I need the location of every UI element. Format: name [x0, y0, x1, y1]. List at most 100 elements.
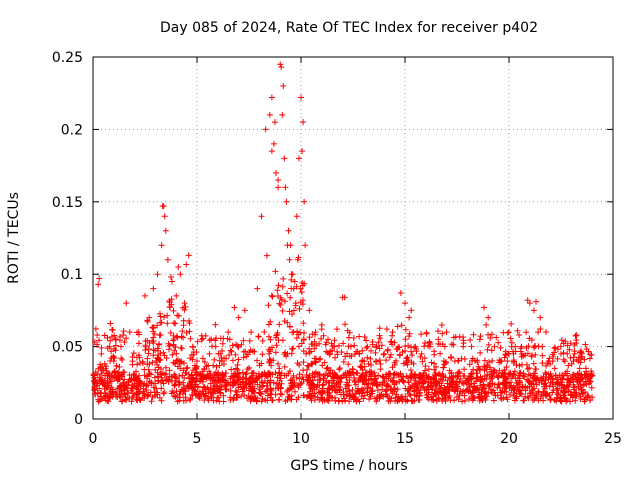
noise-point [513, 362, 520, 369]
noise-point [188, 372, 195, 379]
noise-point [169, 351, 176, 358]
data-point [241, 307, 248, 314]
noise-point [500, 329, 507, 336]
noise-point [530, 370, 537, 377]
noise-point [290, 345, 297, 352]
noise-point [107, 337, 114, 344]
noise-point [275, 360, 282, 367]
noise-point [219, 376, 226, 383]
x-axis-title: GPS time / hours [290, 458, 407, 474]
noise-point [162, 364, 169, 371]
noise-point [407, 367, 414, 374]
noise-point [113, 363, 120, 370]
noise-point [316, 377, 323, 384]
noise-point [248, 386, 255, 393]
noise-point [243, 370, 250, 377]
noise-point [265, 333, 272, 340]
noise-point [405, 333, 412, 340]
noise-point [575, 383, 582, 390]
data-point [481, 304, 488, 311]
noise-point [290, 372, 297, 379]
noise-point [238, 341, 245, 348]
noise-point [346, 387, 353, 394]
noise-point [422, 339, 429, 346]
noise-point [167, 273, 174, 280]
noise-point [316, 340, 323, 347]
noise-point [208, 336, 215, 343]
noise-point [469, 355, 476, 362]
noise-point [129, 394, 136, 401]
noise-point [258, 378, 265, 385]
noise-point [441, 392, 448, 399]
noise-point [229, 357, 236, 364]
data-point [275, 177, 282, 184]
noise-point [512, 395, 519, 402]
noise-point [219, 340, 226, 347]
noise-point [488, 389, 495, 396]
noise-point [422, 367, 429, 374]
noise-point [540, 388, 547, 395]
noise-point [118, 355, 125, 362]
x-tick-label: 5 [193, 431, 202, 447]
data-point [282, 184, 289, 191]
noise-point [217, 390, 224, 397]
data-point [381, 350, 388, 357]
noise-point [413, 392, 420, 399]
noise-point [323, 377, 330, 384]
noise-point [346, 398, 353, 405]
noise-point [157, 319, 164, 326]
data-point [206, 350, 213, 357]
noise-point [300, 348, 307, 355]
noise-point [179, 328, 186, 335]
noise-point [244, 366, 251, 373]
noise-point [386, 371, 393, 378]
noise-point [274, 331, 281, 338]
noise-point [399, 373, 406, 380]
noise-point [118, 372, 125, 379]
noise-point [249, 348, 256, 355]
noise-point [532, 351, 539, 358]
noise-point [287, 385, 294, 392]
noise-point [208, 393, 215, 400]
noise-point [352, 377, 359, 384]
noise-point [176, 394, 183, 401]
noise-point [361, 333, 368, 340]
noise-point [466, 361, 473, 368]
x-tick-label: 25 [604, 431, 622, 447]
noise-point [497, 344, 504, 351]
noise-point [377, 366, 384, 373]
noise-point [469, 387, 476, 394]
noise-point [524, 385, 531, 392]
noise-point [489, 380, 496, 387]
noise-point [430, 375, 437, 382]
noise-point [416, 396, 423, 403]
noise-point [456, 392, 463, 399]
noise-point [201, 365, 208, 372]
data-point [231, 304, 238, 311]
noise-point [459, 398, 466, 405]
noise-point [157, 366, 164, 373]
data-point [485, 314, 492, 321]
noise-point [233, 365, 240, 372]
noise-point [375, 339, 382, 346]
noise-point [460, 372, 467, 379]
noise-point [196, 378, 203, 385]
noise-point [230, 373, 237, 380]
noise-point [417, 353, 424, 360]
noise-point [277, 390, 284, 397]
chart-title: Day 085 of 2024, Rate Of TEC Index for r… [160, 20, 538, 36]
noise-point [331, 370, 338, 377]
noise-point [336, 365, 343, 372]
noise-point [383, 357, 390, 364]
noise-point [216, 362, 223, 369]
noise-point [112, 336, 119, 343]
noise-point [431, 389, 438, 396]
noise-point [497, 395, 504, 402]
noise-point [504, 396, 511, 403]
noise-point [450, 334, 457, 341]
data-point [142, 292, 148, 299]
noise-point [340, 372, 347, 379]
noise-point [344, 327, 351, 334]
noise-point [274, 287, 281, 294]
noise-point [164, 320, 171, 327]
